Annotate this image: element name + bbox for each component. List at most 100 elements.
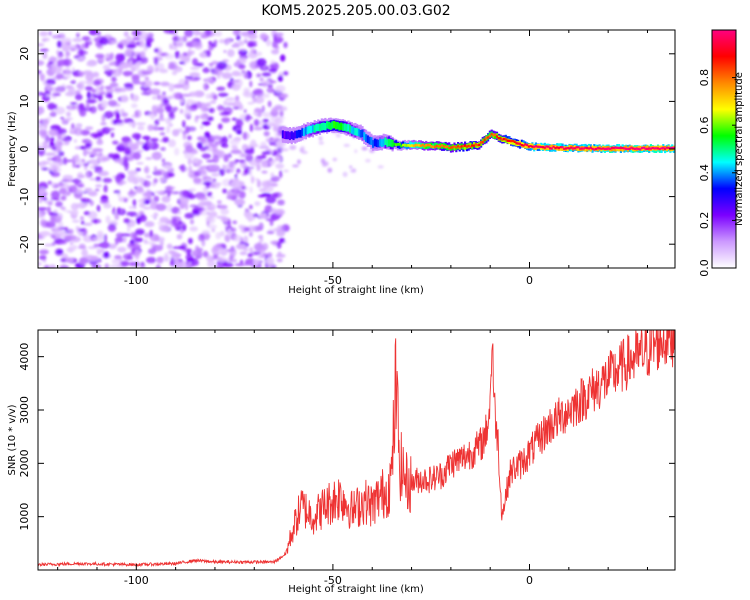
- noise-blob: [159, 216, 169, 223]
- ridge-cell: [573, 147, 576, 150]
- noise-blob: [95, 53, 105, 59]
- ridge-cell: [441, 144, 444, 147]
- y-tick-label: -20: [18, 235, 31, 253]
- ridge-cell: [465, 145, 468, 148]
- noise-blob: [111, 258, 121, 265]
- noise-blob: [184, 30, 194, 38]
- noise-blob: [197, 196, 208, 201]
- noise-blob: [56, 249, 64, 255]
- x-tick-label: -100: [124, 274, 149, 287]
- noise-blob: [95, 188, 100, 192]
- noise-blob: [43, 197, 48, 201]
- noise-blob: [332, 157, 338, 162]
- noise-blob: [213, 30, 223, 37]
- noise-blob: [44, 37, 50, 42]
- ridge-cell: [637, 147, 640, 150]
- noise-blob: [103, 251, 110, 259]
- ridge-cell: [600, 147, 603, 150]
- noise-blob: [207, 215, 213, 222]
- noise-blob: [149, 229, 153, 237]
- ridge-cell: [577, 146, 580, 151]
- ridge-cell: [283, 131, 286, 139]
- noise-blob: [249, 123, 253, 132]
- noise-blob: [160, 81, 170, 87]
- ridge-cell: [584, 146, 587, 149]
- noise-blob: [225, 169, 232, 174]
- noise-blob: [275, 85, 286, 93]
- ridge-cell: [603, 147, 606, 151]
- x-tick-label: -50: [324, 274, 342, 287]
- noise-blob: [86, 171, 90, 179]
- noise-blob: [78, 257, 88, 266]
- noise-blob: [123, 198, 128, 203]
- noise-blob: [265, 257, 275, 265]
- ridge-cell: [366, 135, 369, 144]
- colorbar-tick-label: 0.0: [698, 259, 711, 277]
- ridge-cell: [646, 145, 649, 150]
- ridge-cell: [665, 146, 668, 152]
- noise-blob: [87, 91, 91, 100]
- ridge-cell: [628, 147, 631, 150]
- ridge-cell: [375, 139, 378, 147]
- noise-blob: [110, 40, 118, 44]
- noise-blob: [170, 257, 175, 265]
- ridge-cell: [409, 141, 412, 148]
- noise-blob: [256, 179, 261, 188]
- noise-blob: [259, 78, 264, 82]
- noise-blob: [354, 149, 358, 153]
- noise-blob: [254, 144, 259, 147]
- noise-blob: [76, 83, 83, 89]
- noise-blob: [59, 187, 67, 195]
- ridge-cell: [538, 145, 541, 148]
- noise-blob: [195, 115, 200, 119]
- noise-blob: [207, 260, 216, 268]
- noise-blob: [227, 153, 232, 158]
- ridge-cell: [534, 145, 537, 148]
- noise-blob: [171, 216, 182, 222]
- noise-blob: [144, 76, 149, 81]
- noise-blob: [155, 203, 167, 211]
- ridge-cell: [664, 147, 667, 150]
- noise-blob: [229, 139, 240, 146]
- snr-y-ticks: 1000 2000 3000 4000: [18, 343, 675, 531]
- noise-blob: [327, 167, 333, 173]
- noise-blob: [228, 134, 232, 139]
- noise-blob: [132, 151, 141, 160]
- ridge-cell: [326, 121, 329, 129]
- ridge-cell: [568, 144, 571, 150]
- noise-blob: [121, 233, 131, 237]
- ridge-cell: [550, 144, 553, 150]
- noise-blob: [134, 110, 139, 118]
- noise-blob: [275, 253, 286, 258]
- noise-blob: [153, 57, 159, 66]
- noise-blob: [275, 208, 285, 216]
- noise-blob: [186, 258, 195, 262]
- noise-blob: [51, 66, 62, 74]
- noise-blob: [164, 53, 175, 60]
- noise-blob: [202, 181, 213, 186]
- ridge-cell: [469, 142, 472, 148]
- ridge-cell: [566, 147, 569, 150]
- noise-blob: [78, 243, 86, 249]
- ridge-cell: [370, 137, 373, 145]
- noise-blob: [107, 153, 115, 159]
- noise-blob: [96, 248, 102, 255]
- noise-blob: [38, 161, 42, 166]
- ridge-cell: [478, 143, 481, 147]
- ridge-cell: [526, 143, 529, 147]
- noise-blob: [249, 80, 253, 88]
- noise-blob: [159, 177, 165, 181]
- ridge-cell: [619, 146, 622, 149]
- noise-blob: [208, 63, 214, 66]
- noise-blob: [164, 252, 169, 259]
- ridge-cell: [635, 147, 638, 150]
- noise-blob: [45, 94, 50, 97]
- noise-blob: [261, 105, 265, 113]
- noise-blob: [212, 155, 219, 163]
- noise-blob: [110, 220, 118, 224]
- noise-blob: [74, 178, 80, 185]
- noise-blob: [232, 106, 241, 110]
- noise-blob: [104, 86, 112, 89]
- noise-blob: [185, 144, 194, 153]
